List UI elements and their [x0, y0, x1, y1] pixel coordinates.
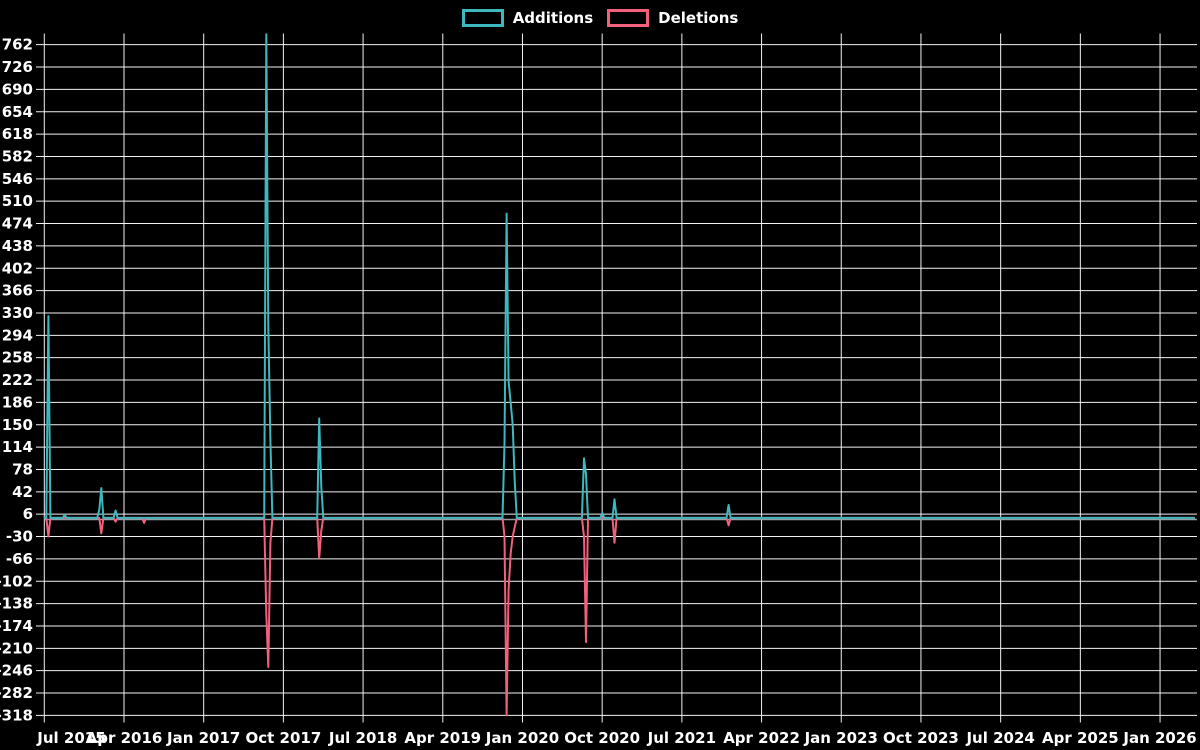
y-tick-label: 6: [23, 505, 33, 523]
y-tick-label: 294: [2, 326, 33, 344]
y-tick-label: 258: [2, 349, 33, 367]
y-tick-label: -318: [0, 706, 33, 724]
x-tick-label: Jul 2015: [36, 729, 105, 747]
x-tick-label: Apr 2022: [723, 729, 800, 747]
deletions-swatch-icon: [607, 9, 650, 27]
y-tick-label: 150: [2, 416, 33, 434]
y-tick-label: -174: [0, 617, 33, 635]
x-tick-label: Jan 2023: [804, 729, 878, 747]
y-tick-label: 510: [2, 192, 33, 210]
x-tick-label: Jan 2026: [1122, 729, 1196, 747]
deletions-line: [44, 516, 1195, 717]
legend-item-deletions[interactable]: Deletions: [607, 9, 738, 27]
legend-label-additions: Additions: [512, 9, 594, 27]
additions-line: [44, 33, 1195, 519]
y-tick-label: -66: [6, 550, 33, 568]
y-tick-label: 438: [2, 237, 33, 255]
x-tick-label: Oct 2023: [883, 729, 959, 747]
y-tick-label: 366: [2, 282, 33, 300]
y-tick-label: 726: [2, 58, 33, 76]
x-tick-label: Jan 2017: [166, 729, 240, 747]
y-tick-label: 114: [2, 438, 33, 456]
x-tick-label: Apr 2019: [404, 729, 481, 747]
y-tick-label: 402: [2, 259, 33, 277]
y-tick-label: -30: [6, 528, 33, 546]
y-tick-label: 618: [2, 125, 33, 143]
y-tick-label: 330: [2, 304, 33, 322]
y-tick-label: 654: [2, 103, 33, 121]
y-tick-label: -102: [0, 572, 33, 590]
y-tick-label: 42: [12, 483, 33, 501]
x-tick-label: Oct 2017: [245, 729, 321, 747]
y-tick-label: 474: [2, 215, 33, 233]
y-tick-label: 186: [2, 393, 33, 411]
x-tick-label: Jul 2018: [328, 729, 397, 747]
x-tick-label: Apr 2025: [1042, 729, 1119, 747]
legend-item-additions[interactable]: Additions: [461, 9, 594, 27]
y-tick-label: 78: [12, 460, 33, 478]
y-tick-label: -282: [0, 684, 33, 702]
x-tick-label: Oct 2020: [564, 729, 640, 747]
y-tick-label: 222: [2, 371, 33, 389]
y-tick-label: 762: [2, 36, 33, 54]
y-tick-label: -138: [0, 595, 33, 613]
y-tick-label: -246: [0, 662, 33, 680]
x-tick-label: Jan 2020: [485, 729, 559, 747]
legend-label-deletions: Deletions: [658, 9, 739, 27]
x-tick-label: Jul 2024: [965, 729, 1034, 747]
x-tick-label: Jul 2021: [647, 729, 716, 747]
x-tick-label: Apr 2016: [86, 729, 163, 747]
y-tick-label: 546: [2, 170, 33, 188]
y-tick-label: -210: [0, 639, 33, 657]
additions-swatch-icon: [461, 9, 504, 27]
chart-legend: Additions Deletions: [0, 8, 1200, 28]
y-tick-label: 582: [2, 147, 33, 165]
y-tick-label: 690: [2, 80, 33, 98]
